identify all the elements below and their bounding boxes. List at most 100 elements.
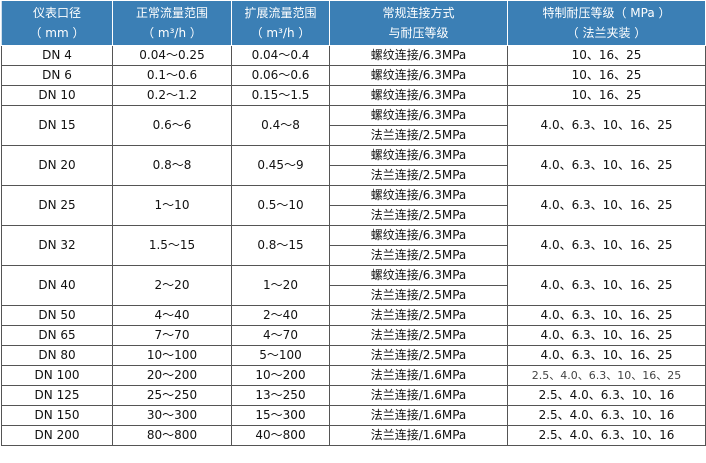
special-pressure-cell: 10、16、25 <box>507 65 706 86</box>
table-row: DN 80 10～100 5～100 法兰连接/2.5MPa 4.0、6.3、10、16… <box>1 345 706 366</box>
extended-flow-cell: 4～70 <box>231 325 330 346</box>
extended-flow-cell: 0.4～8 <box>231 105 330 146</box>
special-pressure-cell: 4.0、6.3、10、16、25 <box>507 325 706 346</box>
connection-cell: 法兰连接/2.5MPa <box>329 285 508 306</box>
spec-table: 仪表口径 （ mm ） 正常流量范围 （ m³/h ） 扩展流量范围 （ m³/h ） 常规… <box>1 0 706 446</box>
connection-cell: 法兰连接/2.5MPa <box>329 325 508 346</box>
extended-flow-cell: 13～250 <box>231 385 330 406</box>
extended-flow-cell: 2～40 <box>231 305 330 326</box>
connection-cell: 螺纹连接/6.3MPa <box>329 65 508 86</box>
extended-flow-cell: 15～300 <box>231 405 330 426</box>
special-pressure-cell: 2.5、4.0、6.3、10、16、25 <box>507 365 706 386</box>
connection-cell: 螺纹连接/6.3MPa <box>329 105 508 126</box>
header-line: 与耐压等级 <box>388 26 449 40</box>
normal-flow-cell: 2～20 <box>112 265 232 306</box>
table-row: DN 65 7～70 4～70 法兰连接/2.5MPa 4.0、6.3、10、16、25 <box>1 325 706 346</box>
extended-flow-cell: 10～200 <box>231 365 330 386</box>
table-row: DN 15 0.6～6 0.4～8 螺纹连接/6.3MPa 4.0、6.3、10、16、… <box>1 105 706 146</box>
header-special-pressure: 特制耐压等级（ MPa ） （ 法兰夹装 ） <box>507 0 706 46</box>
normal-flow-cell: 0.04～0.25 <box>112 45 232 66</box>
special-pressure-cell: 4.0、6.3、10、16、25 <box>507 265 706 306</box>
header-line: （ m³/h ） <box>142 26 202 40</box>
table-row: DN 32 1.5～15 0.8～15 螺纹连接/6.3MPa 4.0、6.3、10、1… <box>1 225 706 266</box>
connection-cell: 法兰连接/2.5MPa <box>329 345 508 366</box>
extended-flow-cell: 0.5～10 <box>231 185 330 226</box>
header-line: 常规连接方式 <box>382 6 455 20</box>
connection-cell: 螺纹连接/6.3MPa <box>329 265 508 286</box>
special-pressure-cell: 4.0、6.3、10、16、25 <box>507 305 706 326</box>
normal-flow-cell: 25～250 <box>112 385 232 406</box>
extended-flow-cell: 0.45～9 <box>231 145 330 186</box>
size-cell: DN 200 <box>1 425 113 446</box>
size-cell: DN 6 <box>1 65 113 86</box>
normal-flow-cell: 1～10 <box>112 185 232 226</box>
special-pressure-cell: 2.5、4.0、6.3、10、16 <box>507 425 706 446</box>
special-pressure-cell: 10、16、25 <box>507 45 706 66</box>
table-row: DN 6 0.1～0.6 0.06～0.6 螺纹连接/6.3MPa 10、16、25 <box>1 65 706 86</box>
connection-cell: 法兰连接/1.6MPa <box>329 365 508 386</box>
normal-flow-cell: 4～40 <box>112 305 232 326</box>
header-line: 特制耐压等级（ MPa ） <box>542 6 671 20</box>
special-pressure-cell: 10、16、25 <box>507 85 706 106</box>
header-line: （ mm ） <box>29 26 85 40</box>
size-cell: DN 25 <box>1 185 113 226</box>
extended-flow-cell: 0.8～15 <box>231 225 330 266</box>
size-cell: DN 50 <box>1 305 113 326</box>
special-pressure-cell: 4.0、6.3、10、16、25 <box>507 345 706 366</box>
table-row: DN 50 4～40 2～40 法兰连接/2.5MPa 4.0、6.3、10、16、25 <box>1 305 706 326</box>
size-cell: DN 100 <box>1 365 113 386</box>
normal-flow-cell: 10～100 <box>112 345 232 366</box>
table-row: DN 200 80～800 40～800 法兰连接/1.6MPa 2.5、4.0、6.3… <box>1 425 706 446</box>
special-pressure-cell: 4.0、6.3、10、16、25 <box>507 225 706 266</box>
connection-cell: 螺纹连接/6.3MPa <box>329 185 508 206</box>
connection-cell: 法兰连接/2.5MPa <box>329 125 508 146</box>
normal-flow-cell: 1.5～15 <box>112 225 232 266</box>
table-row: DN 100 20～200 10～200 法兰连接/1.6MPa 2.5、4.0、6.3… <box>1 365 706 386</box>
header-connection: 常规连接方式 与耐压等级 <box>329 0 508 46</box>
size-cell: DN 4 <box>1 45 113 66</box>
size-cell: DN 80 <box>1 345 113 366</box>
size-cell: DN 150 <box>1 405 113 426</box>
special-pressure-cell: 2.5、4.0、6.3、10、16 <box>507 385 706 406</box>
extended-flow-cell: 0.15～1.5 <box>231 85 330 106</box>
table-row-sub: 法兰连接/2.5MPa <box>2 285 706 306</box>
special-pressure-cell: 2.5、4.0、6.3、10、16 <box>507 405 706 426</box>
connection-cell: 法兰连接/1.6MPa <box>329 385 508 406</box>
size-cell: DN 65 <box>1 325 113 346</box>
header-line: 仪表口径 <box>32 6 81 20</box>
size-cell: DN 32 <box>1 225 113 266</box>
extended-flow-cell: 0.04～0.4 <box>231 45 330 66</box>
connection-cell: 螺纹连接/6.3MPa <box>329 45 508 66</box>
normal-flow-cell: 0.2～1.2 <box>112 85 232 106</box>
normal-flow-cell: 0.6～6 <box>112 105 232 146</box>
table-row: DN 10 0.2～1.2 0.15～1.5 螺纹连接/6.3MPa 10、16、25 <box>1 85 706 106</box>
size-cell: DN 15 <box>1 105 113 146</box>
size-cell: DN 20 <box>1 145 113 186</box>
header-size: 仪表口径 （ mm ） <box>1 0 113 46</box>
connection-cell: 法兰连接/2.5MPa <box>329 305 508 326</box>
connection-cell: 螺纹连接/6.3MPa <box>329 225 508 246</box>
special-pressure-cell: 4.0、6.3、10、16、25 <box>507 105 706 146</box>
normal-flow-cell: 7～70 <box>112 325 232 346</box>
special-pressure-cell: 4.0、6.3、10、16、25 <box>507 185 706 226</box>
header-line: （ m³/h ） <box>250 26 311 40</box>
extended-flow-cell: 5～100 <box>231 345 330 366</box>
connection-cell: 法兰连接/1.6MPa <box>329 405 508 426</box>
connection-cell: 螺纹连接/6.3MPa <box>329 145 508 166</box>
normal-flow-cell: 80～800 <box>112 425 232 446</box>
header-line: （ 法兰夹装 ） <box>566 26 647 40</box>
size-cell: DN 125 <box>1 385 113 406</box>
connection-cell: 法兰连接/2.5MPa <box>329 245 508 266</box>
connection-cell: 法兰连接/2.5MPa <box>329 205 508 226</box>
table-row: DN 150 30～300 15～300 法兰连接/1.6MPa 2.5、4.0、6.3… <box>1 405 706 426</box>
extended-flow-cell: 40～800 <box>231 425 330 446</box>
size-cell: DN 10 <box>1 85 113 106</box>
table-row: DN 25 1～10 0.5～10 螺纹连接/6.3MPa 4.0、6.3、10、16、… <box>1 185 706 226</box>
normal-flow-cell: 20～200 <box>112 365 232 386</box>
table-row: DN 40 2～20 1～20 螺纹连接/6.3MPa 4.0、6.3、10、16、25 <box>1 265 706 306</box>
header-row: 仪表口径 （ mm ） 正常流量范围 （ m³/h ） 扩展流量范围 （ m³/h ） 常规… <box>1 0 706 46</box>
header-normal-flow: 正常流量范围 （ m³/h ） <box>112 0 232 46</box>
connection-cell: 螺纹连接/6.3MPa <box>329 85 508 106</box>
connection-cell: 法兰连接/2.5MPa <box>329 165 508 186</box>
header-extended-flow: 扩展流量范围 （ m³/h ） <box>231 0 330 46</box>
